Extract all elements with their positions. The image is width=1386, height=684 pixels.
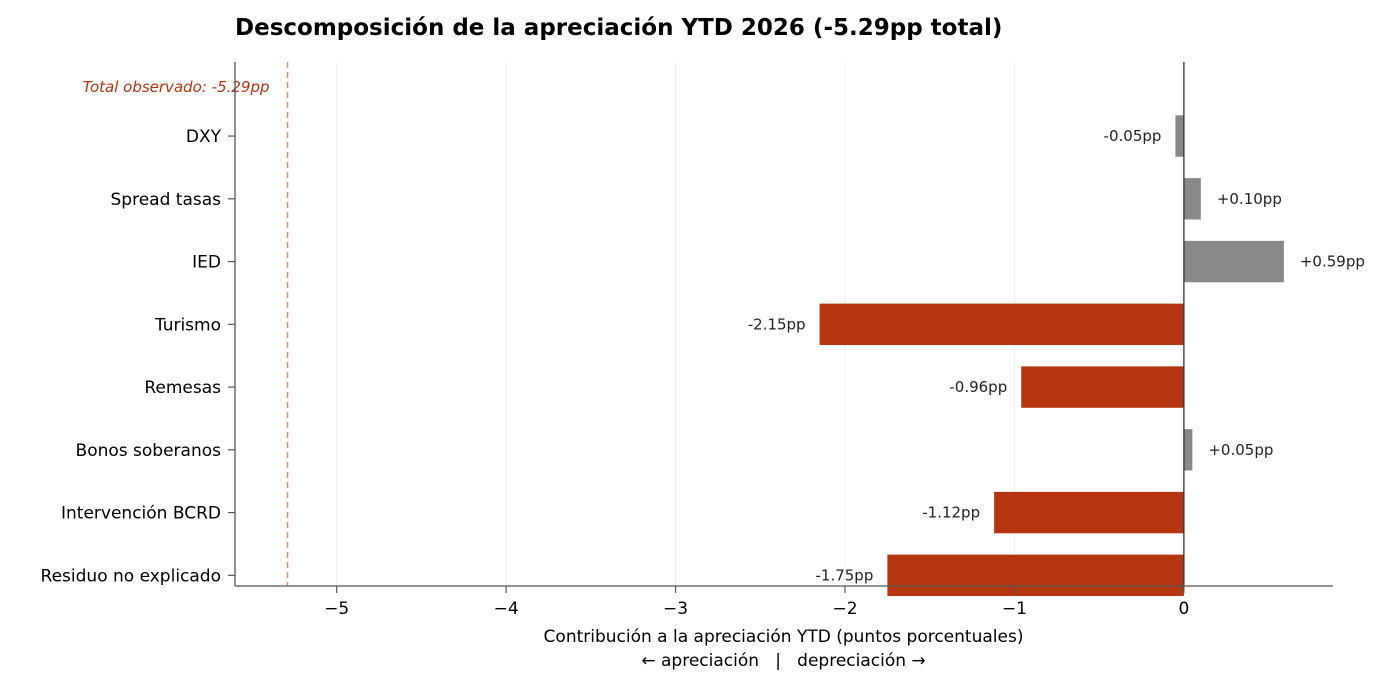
bar-3 (819, 303, 1184, 346)
bar-1 (1183, 178, 1201, 220)
category-label-4: Remesas (144, 378, 221, 398)
data-label-1: +0.10pp (1217, 190, 1282, 208)
category-label-5: Bonos soberanos (76, 441, 222, 461)
category-label-2: IED (192, 253, 221, 273)
x-axis-label-line2: ← apreciación | depreciación → (641, 651, 925, 671)
data-label-3: -2.15pp (748, 315, 806, 333)
x-tick-label-2: −3 (663, 599, 688, 619)
bar-2 (1183, 240, 1284, 283)
data-label-6: -1.12pp (922, 504, 980, 522)
x-tick-label-5: 0 (1178, 599, 1189, 619)
category-label-7: Residuo no explicado (41, 566, 221, 586)
bar-5 (1183, 429, 1193, 471)
category-label-6: Intervención BCRD (61, 504, 221, 524)
bars (819, 115, 1284, 597)
x-tick-label-1: −4 (494, 599, 519, 619)
data-label-0: -0.05pp (1104, 127, 1162, 145)
bar-7 (887, 554, 1184, 597)
x-tick-label-3: −2 (832, 599, 857, 619)
chart-title: Descomposición de la apreciación YTD 202… (235, 15, 1002, 41)
data-label-4: -0.96pp (949, 378, 1007, 396)
data-labels: -0.05pp +0.10pp +0.59pp -2.15pp -0.96pp +0.05… (748, 127, 1365, 584)
category-label-1: Spread tasas (111, 190, 222, 210)
x-tick-label-0: −5 (324, 599, 349, 619)
reference-line-label: Total observado: -5.29pp (83, 78, 270, 96)
data-label-5: +0.05pp (1208, 441, 1273, 459)
reference-line-group: Total observado: -5.29pp (83, 62, 289, 586)
x-axis-label-line1: Contribución a la apreciación YTD (punto… (544, 627, 1024, 647)
data-label-7: -1.75pp (816, 566, 874, 584)
bar-6 (994, 491, 1184, 534)
category-label-0: DXY (186, 127, 222, 147)
category-label-3: Turismo (154, 315, 221, 335)
x-tick-label-4: −1 (1002, 599, 1027, 619)
bar-0 (1175, 115, 1184, 157)
axes: DXY Spread tasas IED Turismo Remesas Bonos so… (41, 62, 1333, 619)
bar-4 (1021, 366, 1184, 408)
data-label-2: +0.59pp (1300, 253, 1365, 271)
